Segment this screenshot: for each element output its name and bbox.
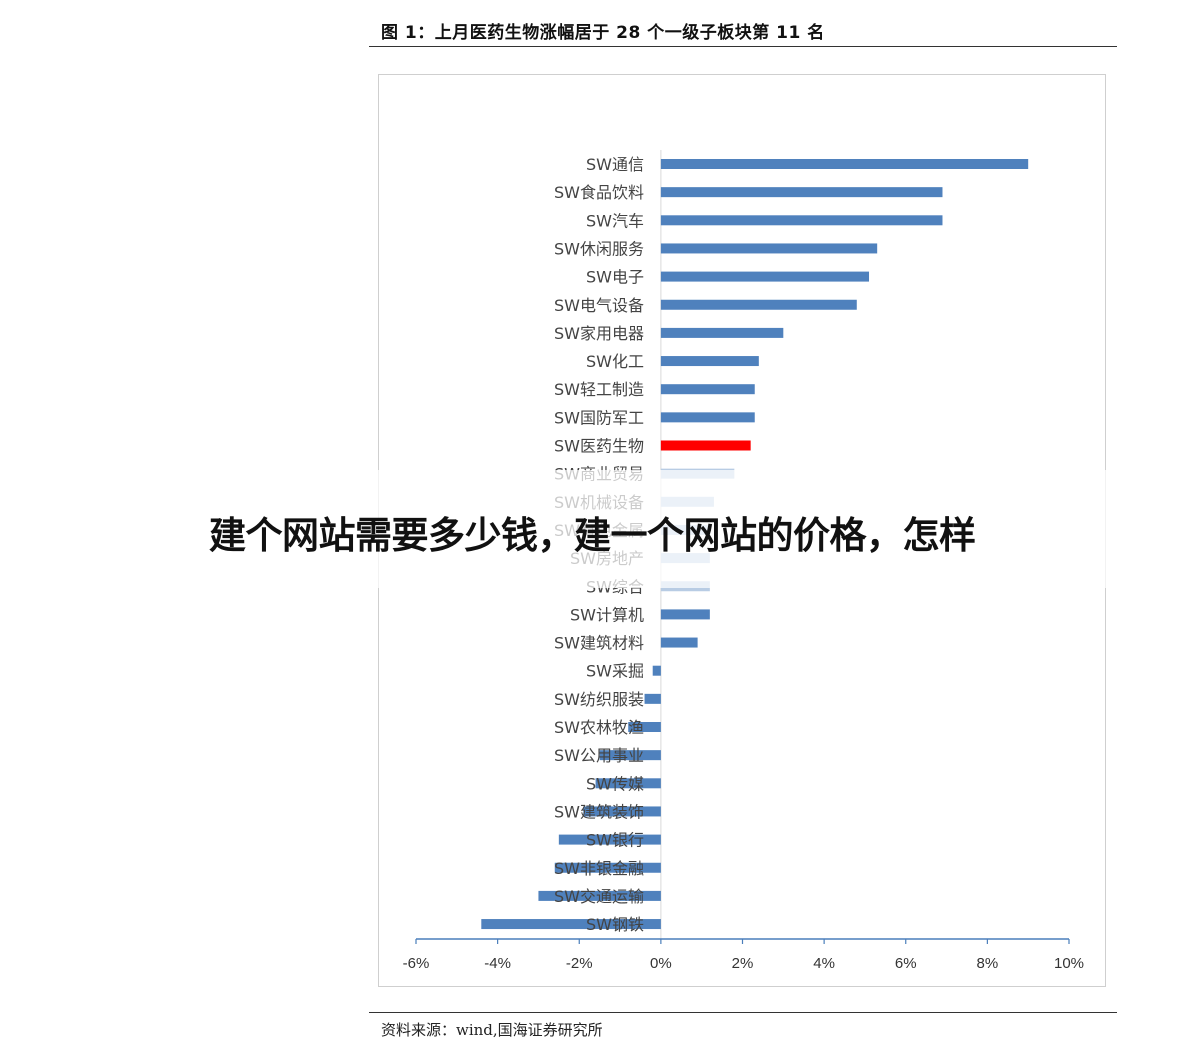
bar (660, 609, 710, 620)
bar (660, 159, 1029, 169)
bar (628, 722, 661, 732)
category-label: SW传媒 (586, 774, 644, 793)
category-label: SW化工 (586, 352, 644, 371)
category-label: SW国防军工 (554, 408, 644, 427)
category-label: SW轻工制造 (554, 380, 644, 399)
bar (660, 243, 878, 254)
category-label: SW农林牧渔 (554, 718, 644, 737)
bar (652, 665, 661, 676)
bar (660, 327, 784, 338)
bar (660, 215, 943, 226)
category-label: SW计算机 (570, 605, 644, 624)
category-label: SW电气设备 (554, 296, 644, 315)
category-label: SW银行 (586, 831, 644, 850)
bar (660, 440, 751, 451)
category-label: SW钢铁 (586, 915, 644, 934)
x-tick-label: 10% (1054, 955, 1084, 972)
x-tick-label: -4% (484, 955, 511, 972)
category-label: SW非银金融 (554, 859, 644, 878)
category-label: SW公用事业 (554, 746, 644, 765)
bar (660, 271, 870, 282)
bar (660, 356, 759, 367)
category-label: SW通信 (586, 155, 644, 174)
category-label: SW医药生物 (554, 437, 644, 456)
category-label: SW建筑材料 (554, 634, 644, 653)
bar (660, 637, 698, 648)
x-tick-label: -2% (566, 955, 593, 972)
bar (558, 834, 661, 845)
bar (554, 862, 661, 873)
category-label: SW电子 (586, 268, 644, 287)
figure-title: 图 1：上月医药生物涨幅居于 28 个一级子板块第 11 名 (381, 23, 825, 43)
category-label: SW交通运输 (554, 887, 644, 906)
category-label: SW纺织服装 (554, 690, 644, 709)
category-label: SW建筑装饰 (554, 802, 644, 821)
x-tick-label: 8% (977, 955, 999, 972)
category-label: SW家用电器 (554, 324, 644, 343)
bar (660, 299, 857, 310)
bar-chart: SW通信 SW食品饮料 SW汽车 SW休闲服务 SW电子 SW电气设备 SW家用电器 SW化工… (403, 150, 1084, 972)
category-label: SW食品饮料 (554, 183, 644, 202)
bar (660, 187, 943, 198)
bar (644, 693, 661, 704)
x-tick-label: 4% (813, 955, 835, 972)
bar (583, 806, 661, 817)
bottom-rule (369, 1012, 1117, 1013)
top-rule (369, 46, 1117, 47)
bar (538, 890, 661, 901)
overlay-band (0, 470, 1191, 588)
bar (481, 919, 661, 930)
x-tick-label: 2% (732, 955, 754, 972)
bar (660, 384, 755, 395)
x-tick-label: 6% (895, 955, 917, 972)
source-note: 资料来源：wind,国海证券研究所 (381, 1021, 603, 1039)
category-label: SW休闲服务 (554, 239, 644, 258)
category-label: SW采掘 (586, 662, 644, 681)
overlay-title: 建个网站需要多少钱，建一个网站的价格，怎样 (209, 514, 976, 557)
bar (595, 778, 661, 789)
x-tick-label: -6% (403, 955, 430, 972)
bar (599, 750, 661, 761)
category-label: SW汽车 (586, 211, 644, 230)
bar (660, 412, 755, 423)
x-tick-label: 0% (650, 955, 672, 972)
